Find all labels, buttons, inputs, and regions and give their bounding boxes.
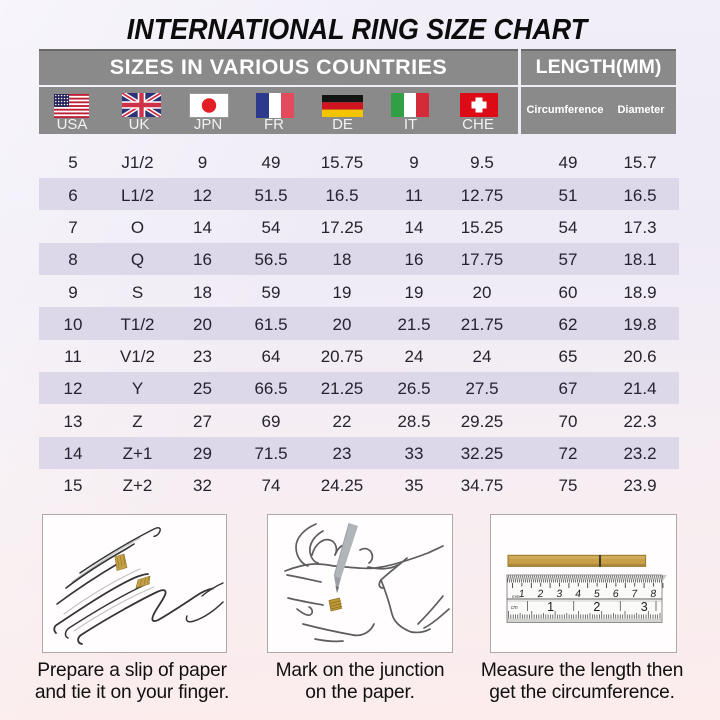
svg-text:2: 2	[536, 588, 544, 600]
svg-text:1: 1	[518, 588, 525, 600]
svg-text:6: 6	[612, 588, 619, 600]
svg-text:2: 2	[593, 600, 600, 614]
svg-text:8: 8	[650, 588, 657, 600]
svg-text:mm: mm	[512, 594, 520, 599]
svg-text:4: 4	[575, 588, 582, 600]
svg-text:7: 7	[631, 588, 639, 600]
svg-text:3: 3	[556, 588, 563, 600]
svg-text:5: 5	[594, 588, 601, 600]
svg-text:cm: cm	[511, 605, 518, 611]
svg-text:1: 1	[547, 600, 554, 614]
svg-text:3: 3	[641, 600, 648, 614]
